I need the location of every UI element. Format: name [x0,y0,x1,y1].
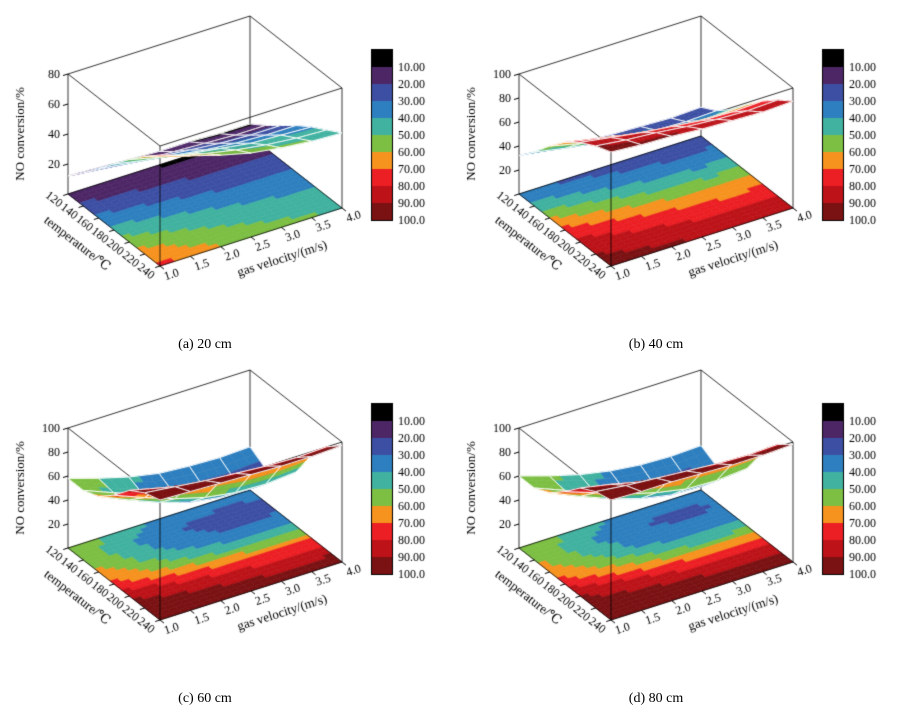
panel-caption-c: (c) 60 cm [178,691,232,706]
panel-a: (a) 20 cm [0,4,450,358]
surface-plot-a [0,4,450,334]
surface-plot-c [0,358,450,688]
surface-plot-d [451,358,901,688]
panel-b: (b) 40 cm [451,4,901,358]
panel-d: (d) 80 cm [451,358,901,712]
surface-plot-b [451,4,901,334]
panel-caption-b: (b) 40 cm [628,337,684,352]
panel-caption-a: (a) 20 cm [178,337,232,352]
panel-c: (c) 60 cm [0,358,450,712]
panel-caption-d: (d) 80 cm [628,691,684,706]
